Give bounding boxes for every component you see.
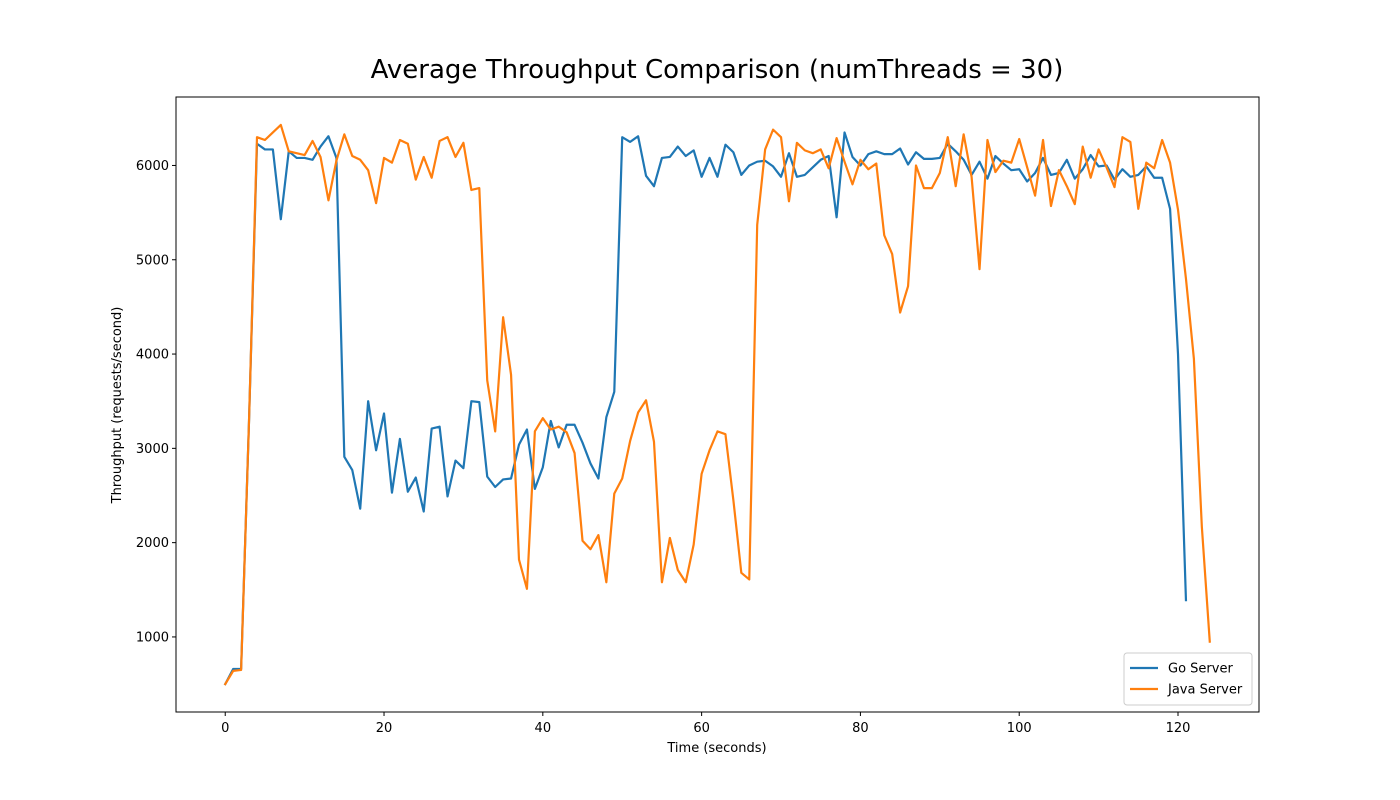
- series-line: [223, 131, 1188, 686]
- legend-label: Go Server: [1168, 662, 1233, 677]
- x-tick-label: 100: [1007, 721, 1032, 736]
- x-tick-label: 0: [221, 721, 229, 736]
- legend-box: [1123, 652, 1253, 706]
- chart-title: Average Throughput Comparison (numThread…: [371, 55, 1064, 85]
- x-tick-label: 120: [1166, 721, 1191, 736]
- y-tick-label: 6000: [136, 159, 169, 174]
- x-tick-label: 40: [535, 721, 552, 736]
- x-tick-label: 60: [693, 721, 710, 736]
- series-line: [223, 123, 1211, 686]
- legend-label: Java Server: [1167, 683, 1243, 698]
- y-tick-label: 5000: [136, 253, 169, 268]
- x-tick-label: 80: [852, 721, 869, 736]
- plot-frame: [175, 96, 1260, 713]
- legend: Go Server Java Server: [1123, 652, 1253, 706]
- y-axis-label: Throughput (requests/second): [110, 307, 125, 505]
- y-tick-label: 1000: [136, 630, 169, 645]
- x-tick-label: 20: [376, 721, 393, 736]
- y-tick-label: 3000: [136, 442, 169, 457]
- x-axis-label: Time (seconds): [666, 741, 766, 756]
- y-tick-label: 4000: [136, 348, 169, 363]
- y-tick-label: 2000: [136, 536, 169, 551]
